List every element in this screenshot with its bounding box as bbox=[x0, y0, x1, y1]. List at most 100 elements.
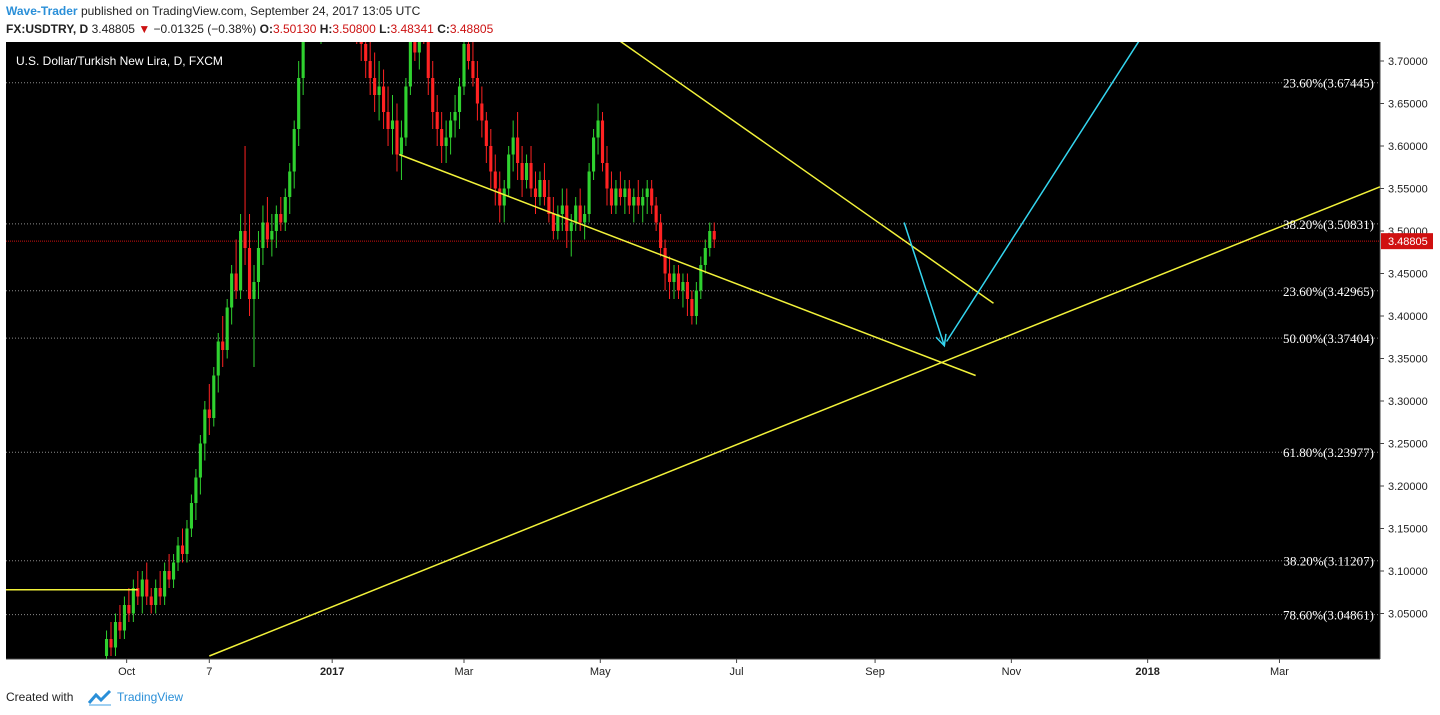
candle bbox=[247, 214, 252, 316]
candle-body bbox=[265, 222, 269, 240]
candle-body bbox=[659, 222, 663, 248]
candle bbox=[480, 86, 484, 138]
candle-body bbox=[239, 231, 243, 291]
candle bbox=[212, 367, 216, 427]
candle-body bbox=[654, 205, 658, 223]
low-value: 3.48341 bbox=[390, 22, 434, 36]
projection-up-line bbox=[945, 42, 1140, 342]
candle-body bbox=[283, 197, 287, 223]
candle-body bbox=[252, 282, 256, 299]
fib-level-label: 61.80%(3.23977) bbox=[1283, 445, 1374, 460]
candle-body bbox=[529, 163, 533, 189]
y-tick-label: 3.20000 bbox=[1388, 481, 1428, 493]
candle-body bbox=[109, 639, 113, 648]
candle bbox=[158, 571, 162, 605]
candle bbox=[395, 103, 399, 172]
candle bbox=[292, 120, 296, 189]
candle-body bbox=[395, 120, 399, 155]
x-tick-label: Jul bbox=[730, 666, 744, 678]
chart-area[interactable]: 0.00%(3.94209)23.60%(3.67445)38.20%(3.50… bbox=[0, 42, 1440, 684]
y-tick-label: 3.60000 bbox=[1388, 141, 1428, 153]
candle bbox=[163, 562, 167, 605]
candle bbox=[301, 42, 305, 95]
candle-body bbox=[560, 205, 564, 214]
candle-body bbox=[453, 112, 457, 121]
candle-body bbox=[681, 282, 685, 291]
candle bbox=[216, 333, 220, 393]
candle-body bbox=[413, 42, 417, 53]
fib-level-label: 23.60%(3.67445) bbox=[1283, 76, 1374, 91]
candle-body bbox=[685, 282, 689, 299]
low-label: L: bbox=[379, 22, 391, 36]
candle bbox=[609, 171, 614, 214]
candle bbox=[171, 554, 176, 588]
candle-body bbox=[551, 214, 555, 231]
y-tick-label: 3.65000 bbox=[1388, 99, 1428, 111]
candle-body bbox=[511, 137, 515, 155]
candle bbox=[198, 435, 202, 495]
candle-body bbox=[256, 248, 261, 282]
candle bbox=[104, 630, 109, 659]
candle-body bbox=[502, 188, 506, 206]
candle bbox=[149, 588, 153, 614]
candle bbox=[265, 197, 269, 248]
published-text: published on TradingView.com, September … bbox=[80, 4, 421, 18]
tradingview-logo-icon[interactable] bbox=[88, 689, 112, 707]
candle bbox=[694, 282, 698, 325]
candle bbox=[297, 61, 301, 146]
candle-body bbox=[538, 180, 542, 197]
candle-body bbox=[216, 341, 220, 376]
candle-body bbox=[176, 545, 180, 563]
candle-body bbox=[650, 188, 654, 206]
current-price-label: 3.48805 bbox=[1388, 236, 1428, 248]
candle-body bbox=[207, 409, 211, 418]
candle-body bbox=[600, 120, 605, 163]
created-with-text: Created with bbox=[6, 690, 74, 704]
candle-body bbox=[676, 273, 681, 291]
candle bbox=[654, 197, 658, 231]
candle-body bbox=[569, 222, 573, 231]
candle bbox=[560, 188, 564, 231]
candle-body bbox=[364, 44, 368, 61]
candle bbox=[136, 571, 140, 605]
candle-body bbox=[672, 273, 676, 282]
candle bbox=[471, 42, 475, 87]
price-chart[interactable]: 0.00%(3.94209)23.60%(3.67445)38.20%(3.50… bbox=[0, 42, 1440, 684]
candle bbox=[708, 222, 712, 257]
candle bbox=[547, 180, 551, 223]
y-tick-label: 3.25000 bbox=[1388, 439, 1428, 451]
candle-body bbox=[435, 112, 439, 129]
candle bbox=[703, 239, 707, 274]
x-tick-label: Oct bbox=[118, 666, 135, 678]
candle bbox=[507, 146, 511, 197]
candle-body bbox=[712, 231, 716, 240]
candle bbox=[176, 537, 180, 571]
candle bbox=[261, 205, 265, 265]
candle-body bbox=[498, 188, 502, 206]
y-tick-label: 3.35000 bbox=[1388, 354, 1428, 366]
candle bbox=[676, 265, 681, 299]
candle-body bbox=[516, 137, 520, 163]
candle bbox=[659, 214, 663, 257]
candle bbox=[605, 146, 609, 206]
candle bbox=[417, 42, 421, 70]
candle-body bbox=[145, 579, 149, 597]
candle bbox=[489, 129, 493, 189]
candle-body bbox=[368, 61, 372, 78]
candle-body bbox=[542, 180, 546, 197]
tradingview-brand-link[interactable]: TradingView bbox=[117, 690, 184, 704]
symbol-label: FX:USDTRY, D bbox=[6, 22, 89, 36]
candle bbox=[408, 42, 412, 95]
candle-body bbox=[466, 44, 471, 61]
candle-body bbox=[444, 137, 448, 146]
candle-body bbox=[118, 622, 122, 631]
y-tick-label: 3.70000 bbox=[1388, 56, 1428, 68]
author-link[interactable]: Wave-Trader bbox=[6, 4, 78, 18]
candle-body bbox=[288, 171, 292, 197]
candle-body bbox=[279, 214, 283, 223]
y-tick-label: 3.40000 bbox=[1388, 311, 1428, 323]
candle-body bbox=[507, 154, 511, 189]
candle-body bbox=[663, 248, 667, 274]
candle-body bbox=[180, 545, 185, 554]
candle bbox=[449, 112, 453, 155]
